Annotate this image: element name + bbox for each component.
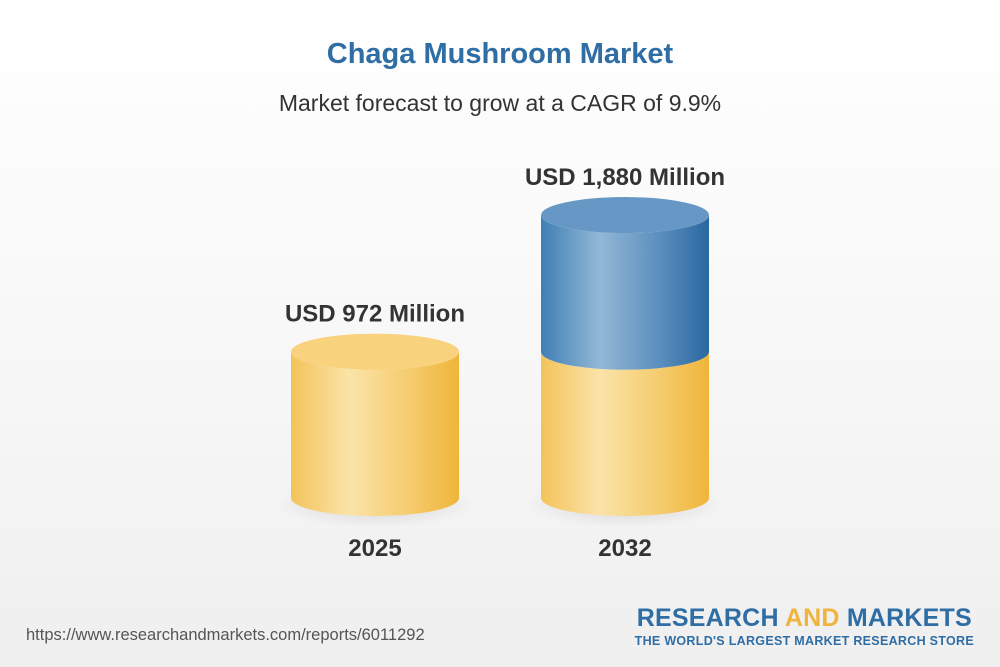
chart-title: Chaga Mushroom Market (326, 38, 674, 70)
bar-base-segment (541, 351, 709, 516)
brand-name: RESEARCH AND MARKETS (635, 604, 974, 633)
bar-2025 (277, 333, 473, 528)
bar-top-cap (291, 333, 459, 370)
data-label: USD 1,880 Million (525, 164, 725, 191)
bar-top-cap (541, 197, 709, 234)
brand-name-part1: RESEARCH (636, 604, 785, 632)
bar-2032 (527, 197, 723, 528)
bar-base-segment (291, 351, 459, 516)
data-label: USD 972 Million (285, 301, 465, 328)
brand-name-accent: AND (784, 604, 840, 632)
bar-growth-segment (541, 215, 709, 370)
x-tick-label: 2032 (598, 535, 651, 562)
chart-subtitle: Market forecast to grow at a CAGR of 9.9… (278, 90, 722, 116)
x-tick-label: 2025 (348, 535, 401, 562)
brand-tagline: THE WORLD'S LARGEST MARKET RESEARCH STOR… (634, 634, 974, 648)
brand-logo: RESEARCH AND MARKETS THE WORLD'S LARGEST… (635, 604, 974, 648)
source-url: https://www.researchandmarkets.com/repor… (26, 626, 425, 644)
brand-name-part3: MARKETS (839, 604, 972, 632)
